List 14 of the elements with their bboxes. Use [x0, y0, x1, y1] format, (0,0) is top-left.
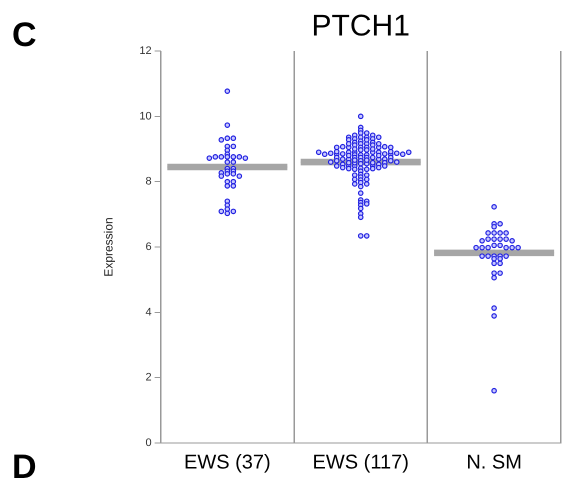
chart-title: PTCH1: [312, 9, 410, 42]
text: D: [12, 448, 37, 487]
y-tick-label: 2: [146, 372, 152, 384]
y-tick-label: 8: [146, 176, 152, 188]
x-tick-label: EWS (37): [184, 452, 271, 474]
y-tick-label: 12: [139, 45, 152, 58]
y-tick-label: 4: [146, 306, 152, 318]
x-tick-label: N. SM: [466, 452, 522, 474]
y-tick-label: 0: [146, 437, 152, 450]
text: C: [12, 16, 37, 55]
y-tick-label: 6: [146, 241, 152, 254]
y-axis-title: Expression: [102, 217, 116, 277]
x-tick-label: EWS (117): [312, 452, 409, 474]
y-tick-label: 10: [139, 110, 152, 122]
